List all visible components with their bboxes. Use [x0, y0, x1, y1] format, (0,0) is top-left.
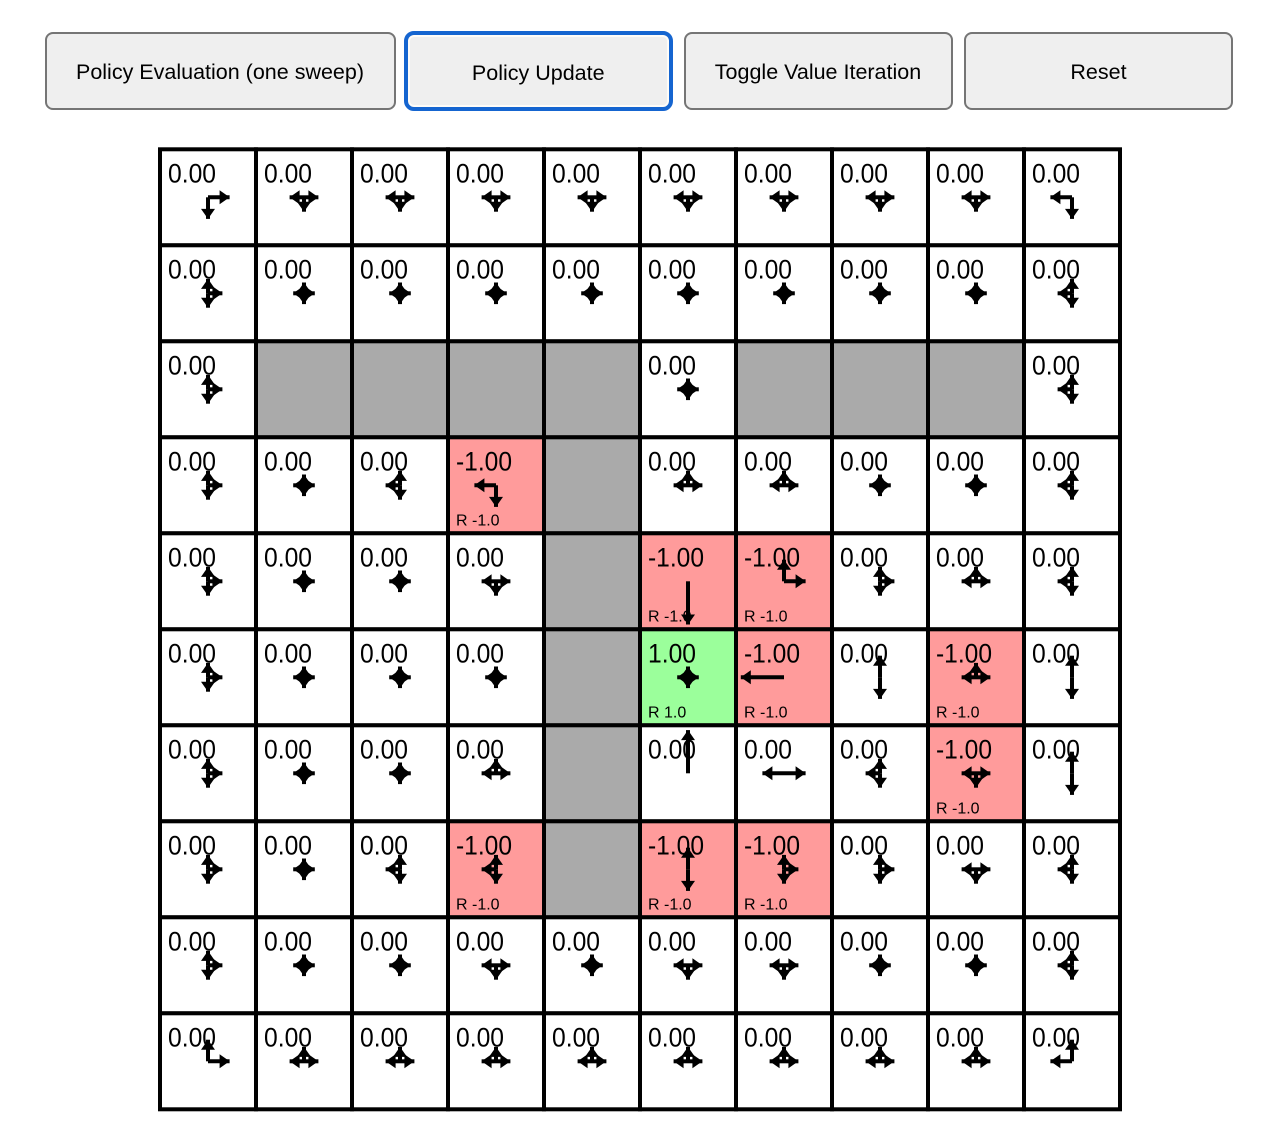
svg-text:0.00: 0.00	[840, 158, 888, 188]
svg-text:0.00: 0.00	[264, 926, 312, 956]
svg-text:R 1.0: R 1.0	[648, 704, 686, 721]
svg-text:0.00: 0.00	[168, 158, 216, 188]
svg-text:0.00: 0.00	[840, 254, 888, 284]
svg-text:0.00: 0.00	[744, 254, 792, 284]
svg-text:R -1.0: R -1.0	[936, 704, 980, 721]
svg-text:R -1.0: R -1.0	[744, 608, 788, 625]
svg-text:0.00: 0.00	[936, 926, 984, 956]
svg-text:0.00: 0.00	[1032, 158, 1080, 188]
svg-text:R -1.0: R -1.0	[744, 704, 788, 721]
svg-text:0.00: 0.00	[264, 446, 312, 476]
svg-text:-1.00: -1.00	[648, 830, 704, 860]
svg-text:0.00: 0.00	[648, 926, 696, 956]
svg-text:R -1.0: R -1.0	[456, 896, 500, 913]
svg-text:0.00: 0.00	[264, 638, 312, 668]
svg-text:0.00: 0.00	[840, 926, 888, 956]
svg-text:0.00: 0.00	[264, 734, 312, 764]
svg-text:-1.00: -1.00	[456, 446, 512, 476]
svg-text:0.00: 0.00	[360, 254, 408, 284]
svg-text:0.00: 0.00	[936, 158, 984, 188]
svg-text:0.00: 0.00	[264, 542, 312, 572]
svg-text:0.00: 0.00	[456, 926, 504, 956]
svg-text:-1.00: -1.00	[936, 734, 992, 764]
svg-text:-1.00: -1.00	[744, 638, 800, 668]
svg-text:0.00: 0.00	[360, 734, 408, 764]
svg-text:1.00: 1.00	[648, 638, 696, 668]
svg-text:0.00: 0.00	[360, 638, 408, 668]
svg-text:R -1.0: R -1.0	[744, 896, 788, 913]
svg-text:-1.00: -1.00	[936, 638, 992, 668]
svg-text:-1.00: -1.00	[744, 830, 800, 860]
svg-text:0.00: 0.00	[744, 734, 792, 764]
svg-text:0.00: 0.00	[552, 158, 600, 188]
svg-text:0.00: 0.00	[552, 254, 600, 284]
svg-text:0.00: 0.00	[456, 542, 504, 572]
svg-text:0.00: 0.00	[936, 446, 984, 476]
svg-text:0.00: 0.00	[264, 158, 312, 188]
svg-text:0.00: 0.00	[744, 158, 792, 188]
svg-text:R -1.0: R -1.0	[648, 608, 692, 625]
svg-text:0.00: 0.00	[456, 158, 504, 188]
svg-text:0.00: 0.00	[840, 446, 888, 476]
svg-text:-1.00: -1.00	[744, 542, 800, 572]
svg-text:R -1.0: R -1.0	[456, 512, 500, 529]
svg-text:0.00: 0.00	[264, 830, 312, 860]
svg-text:-1.00: -1.00	[648, 542, 704, 572]
svg-text:0.00: 0.00	[360, 542, 408, 572]
svg-text:0.00: 0.00	[648, 254, 696, 284]
svg-text:0.00: 0.00	[648, 350, 696, 380]
svg-text:0.00: 0.00	[936, 254, 984, 284]
svg-text:R -1.0: R -1.0	[648, 896, 692, 913]
svg-text:0.00: 0.00	[360, 158, 408, 188]
svg-text:-1.00: -1.00	[456, 830, 512, 860]
svg-text:0.00: 0.00	[456, 638, 504, 668]
svg-text:0.00: 0.00	[744, 926, 792, 956]
svg-text:0.00: 0.00	[264, 254, 312, 284]
svg-text:0.00: 0.00	[648, 158, 696, 188]
svg-text:0.00: 0.00	[936, 830, 984, 860]
svg-text:R -1.0: R -1.0	[936, 800, 980, 817]
svg-text:0.00: 0.00	[456, 254, 504, 284]
svg-text:0.00: 0.00	[360, 926, 408, 956]
svg-text:0.00: 0.00	[552, 926, 600, 956]
